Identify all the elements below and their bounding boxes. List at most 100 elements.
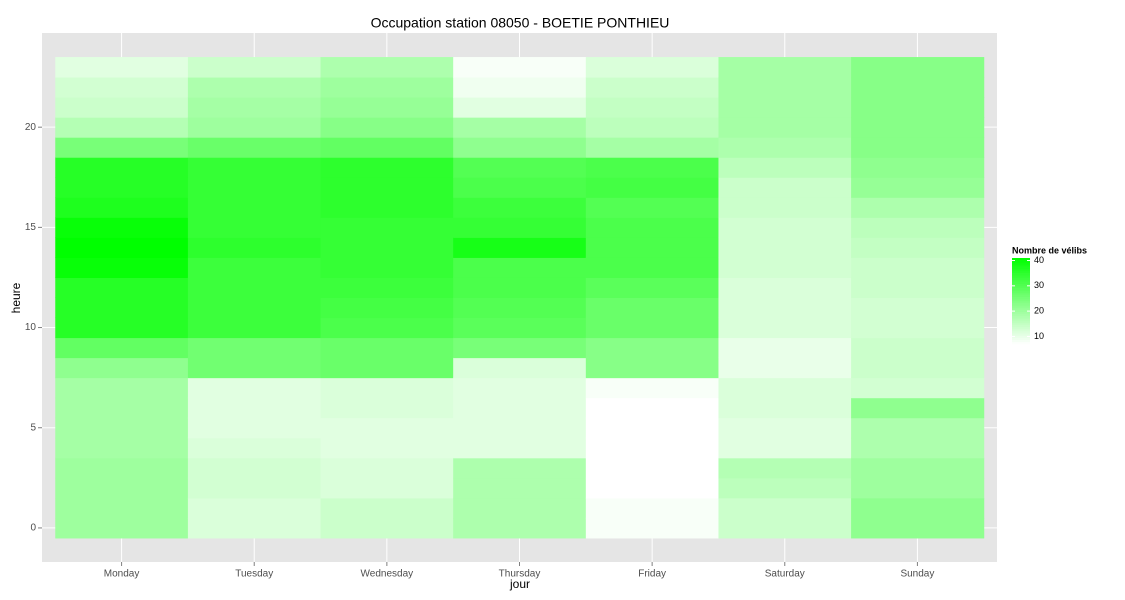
heat-cell (55, 297, 189, 319)
y-axis-label: heure (9, 282, 23, 313)
heat-cell (718, 257, 852, 278)
heat-cell (320, 77, 454, 98)
heat-cell (585, 317, 719, 339)
heat-cell (453, 157, 587, 178)
legend-tick-label: 30 (1034, 280, 1044, 290)
heat-cell (187, 317, 322, 339)
heat-cell (585, 97, 719, 118)
heat-cell (187, 97, 322, 118)
legend-gradient (1012, 292, 1030, 295)
heat-cell (187, 297, 322, 319)
heat-cell (851, 57, 985, 78)
x-axis-label: jour (509, 577, 530, 591)
heat-cell (453, 497, 587, 519)
y-tick-label: 15 (25, 222, 37, 233)
heat-cell (187, 477, 322, 499)
legend-gradient (1012, 266, 1030, 270)
heat-cell (320, 317, 454, 339)
x-tick-label: Sunday (900, 569, 934, 580)
x-tick-label: Tuesday (235, 569, 273, 580)
heat-cell (55, 137, 189, 158)
heat-cell (55, 337, 189, 359)
heat-cell (851, 197, 985, 218)
legend-gradient (1012, 264, 1030, 267)
heat-cell (320, 157, 454, 178)
heat-cell (851, 77, 985, 98)
heat-cell (320, 277, 454, 298)
heat-cell (718, 317, 852, 339)
legend-gradient (1012, 279, 1030, 282)
heat-cell (585, 297, 719, 319)
heat-cell (453, 357, 587, 379)
legend-gradient (1012, 326, 1030, 330)
legend-gradient (1012, 333, 1030, 336)
heat-cell (55, 117, 189, 138)
heat-cell (187, 117, 322, 138)
heat-cell (851, 477, 985, 499)
heat-cell (585, 137, 719, 158)
legend-gradient (1012, 260, 1030, 263)
heat-cell (320, 137, 454, 158)
heat-cell (55, 497, 189, 519)
heat-cell (585, 217, 719, 238)
legend-gradient (1012, 303, 1030, 306)
heat-cell (851, 117, 985, 138)
heat-cell (187, 157, 322, 178)
heat-cell (187, 457, 322, 479)
heat-cell (718, 517, 852, 539)
legend-title: Nombre de vélibs (1012, 245, 1087, 255)
heat-cell (320, 57, 454, 78)
heat-cell (718, 337, 852, 359)
heat-cell (718, 397, 852, 419)
heat-cell (320, 117, 454, 138)
legend-gradient (1012, 311, 1030, 315)
legend-gradient (1012, 320, 1030, 323)
heat-cell (718, 417, 852, 439)
legend-gradient (1012, 262, 1030, 265)
heat-cell (320, 237, 454, 258)
heat-cell (55, 317, 189, 339)
heat-cell (851, 397, 985, 419)
heat-cell (718, 277, 852, 298)
heat-cell (585, 377, 719, 399)
heat-cell (453, 117, 587, 138)
heat-cell (453, 517, 587, 539)
heat-cell (320, 297, 454, 319)
heat-cell (55, 217, 189, 238)
heat-cell (187, 197, 322, 218)
heat-cell (320, 337, 454, 359)
heat-cell (320, 357, 454, 379)
heat-cell (187, 177, 322, 198)
legend-gradient (1012, 335, 1030, 338)
heat-cell (187, 397, 322, 419)
heat-cell (453, 197, 587, 218)
legend-gradient (1012, 277, 1030, 280)
heat-cell (453, 217, 587, 238)
heat-cell (55, 57, 189, 78)
heat-cell (851, 457, 985, 479)
heat-cell (851, 377, 985, 399)
heat-cell (851, 257, 985, 278)
heat-cell (320, 457, 454, 479)
heat-cell (718, 157, 852, 178)
heat-cell (718, 97, 852, 118)
legend-gradient (1012, 270, 1030, 274)
heat-cell (320, 397, 454, 419)
heat-cell (187, 257, 322, 278)
legend-gradient (1012, 339, 1030, 343)
legend-gradient (1012, 318, 1030, 321)
heat-cell (851, 297, 985, 319)
legend-gradient (1012, 281, 1030, 285)
heat-cell (453, 237, 587, 258)
heat-cell (320, 97, 454, 118)
x-tick-label: Friday (638, 569, 666, 580)
heat-cell (187, 217, 322, 238)
heat-cell (851, 137, 985, 158)
heat-cell (453, 177, 587, 198)
legend-tick-label: 40 (1034, 255, 1044, 265)
heat-cell (718, 117, 852, 138)
heat-cell (320, 497, 454, 519)
legend-gradient (1012, 331, 1030, 334)
x-tick-label: Monday (104, 569, 140, 580)
heat-cell (851, 277, 985, 298)
